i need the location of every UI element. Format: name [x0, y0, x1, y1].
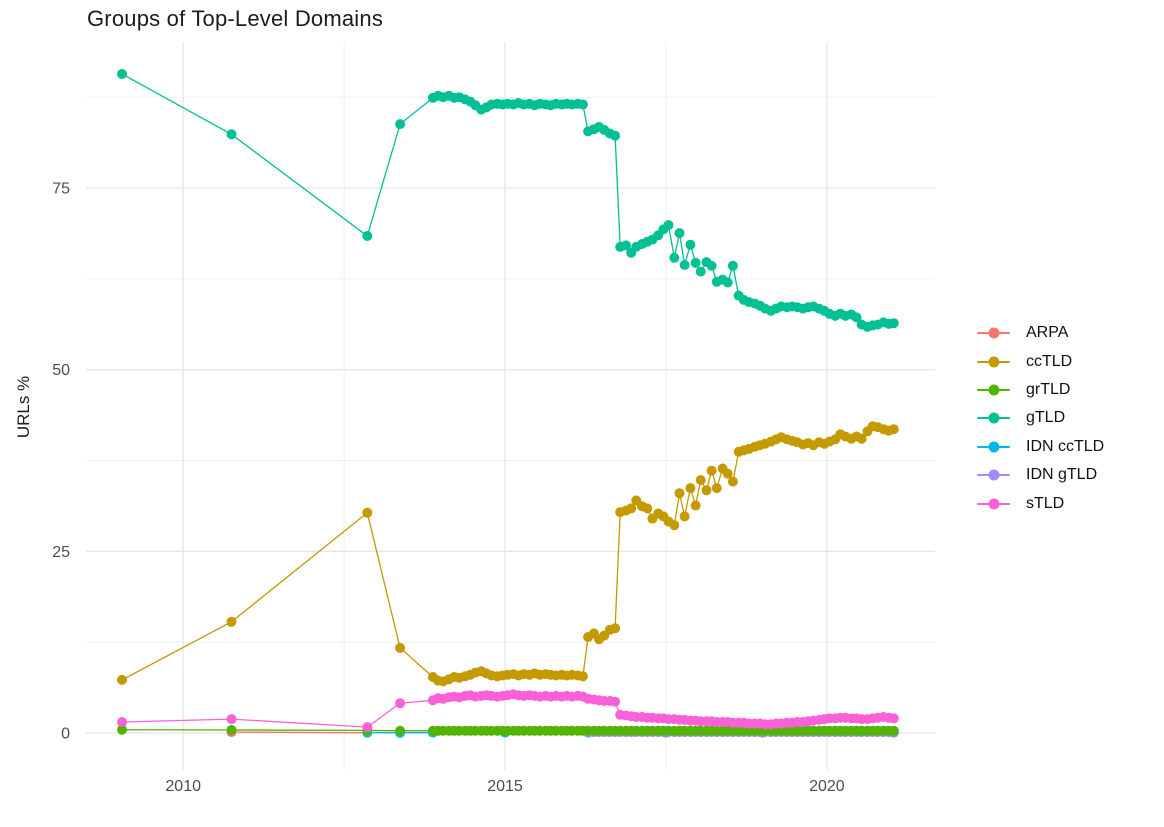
- legend-dot-swatch: [988, 356, 999, 368]
- data-point-cctld: [701, 485, 712, 496]
- y-tick-label: 75: [52, 181, 70, 198]
- data-point-cctld: [610, 623, 621, 634]
- data-point-stld: [395, 698, 406, 709]
- chart-title: Groups of Top-Level Domains: [87, 6, 384, 31]
- data-point-grtld: [117, 724, 127, 735]
- legend-item-label: IDN ccTLD: [1026, 437, 1105, 455]
- legend-item-gtld: gTLD: [977, 404, 1104, 432]
- data-point-gtld: [690, 257, 701, 268]
- legend-item-arpa: ARPA: [977, 319, 1104, 347]
- data-point-cctld: [395, 642, 406, 653]
- data-point-cctld: [695, 475, 706, 486]
- data-point-cctld: [888, 424, 899, 435]
- legend-item-label: sTLD: [1026, 494, 1065, 512]
- series-line-gtld: [121, 73, 894, 328]
- data-point-gtld: [621, 240, 631, 251]
- legend-key-icon: [977, 440, 1010, 454]
- legend: ARPA ccTLD grTLD gTLD IDN ccTLD IDN gTLD sTLD: [977, 319, 1104, 518]
- legend-key-icon: [977, 497, 1010, 511]
- series-line-cctld: [121, 425, 894, 683]
- series-arpa: [226, 727, 373, 738]
- legend-item-label: IDN gTLD: [1026, 466, 1098, 484]
- legend-item-label: grTLD: [1026, 380, 1071, 398]
- data-point-grtld: [395, 725, 406, 736]
- data-point-gtld: [226, 129, 237, 140]
- data-point-gtld: [727, 260, 738, 271]
- legend-item-idn-cctld: IDN ccTLD: [977, 433, 1104, 461]
- legend-dot-swatch: [988, 498, 999, 510]
- series-cctld: [117, 421, 899, 687]
- data-point-stld: [117, 717, 127, 727]
- data-point-gtld: [610, 130, 621, 141]
- data-point-gtld: [685, 239, 696, 250]
- data-point-cctld: [685, 483, 696, 494]
- data-point-gtld: [722, 277, 733, 288]
- data-point-cctld: [117, 674, 127, 685]
- data-point-gtld: [695, 266, 706, 277]
- legend-item-cctld: ccTLD: [977, 347, 1104, 375]
- x-tick-label: 2010: [165, 778, 201, 795]
- data-point-gtld: [395, 119, 406, 130]
- data-point-gtld: [674, 228, 685, 239]
- data-point-cctld: [722, 468, 733, 479]
- legend-key-icon: [977, 326, 1010, 340]
- series-stld: [117, 689, 899, 733]
- data-point-gtld: [679, 260, 690, 270]
- y-tick-label: 50: [52, 362, 70, 379]
- legend-key-icon: [977, 468, 1010, 482]
- legend-key-icon: [977, 411, 1010, 425]
- series-line-arpa: [231, 731, 368, 734]
- data-point-stld: [610, 696, 621, 707]
- data-point-cctld: [226, 616, 237, 627]
- data-point-stld: [362, 722, 373, 733]
- y-tick-label: 25: [52, 544, 70, 561]
- data-point-cctld: [711, 483, 722, 494]
- legend-dot-swatch: [988, 441, 999, 453]
- data-point-gtld: [888, 318, 899, 329]
- legend-dot-swatch: [988, 384, 999, 396]
- series-gtld: [117, 69, 899, 332]
- data-point-stld: [888, 713, 899, 724]
- data-point-gtld: [663, 220, 674, 231]
- data-point-stld: [226, 714, 237, 725]
- legend-item-label: ccTLD: [1026, 352, 1073, 370]
- data-point-cctld: [727, 476, 738, 487]
- data-point-cctld: [856, 433, 867, 444]
- legend-key-icon: [977, 355, 1010, 369]
- x-tick-label: 2020: [809, 778, 845, 795]
- data-point-gtld: [851, 312, 862, 323]
- legend-dot-swatch: [988, 412, 999, 424]
- legend-dot-swatch: [988, 469, 999, 481]
- data-point-cctld: [626, 503, 637, 514]
- data-point-cctld: [690, 500, 701, 511]
- data-point-gtld: [669, 252, 680, 263]
- data-point-grtld: [226, 725, 237, 735]
- data-point-gtld: [117, 69, 127, 79]
- y-tick-label: 0: [61, 725, 70, 742]
- data-point-cctld: [674, 488, 685, 499]
- legend-item-label: gTLD: [1026, 409, 1066, 427]
- legend-item-stld: sTLD: [977, 489, 1104, 517]
- data-point-cctld: [577, 671, 588, 682]
- legend-key-icon: [977, 383, 1010, 397]
- legend-item-grtld: grTLD: [977, 376, 1104, 404]
- data-point-cctld: [362, 507, 373, 518]
- legend-item-idn-gtld: IDN gTLD: [977, 461, 1104, 489]
- data-point-cctld: [669, 520, 680, 531]
- legend-dot-swatch: [988, 327, 999, 339]
- data-point-cctld: [642, 503, 653, 514]
- x-tick-label: 2015: [487, 778, 523, 795]
- data-point-gtld: [706, 260, 717, 271]
- data-point-grtld: [888, 725, 899, 736]
- y-axis-title: URLs %: [14, 375, 33, 439]
- data-point-cctld: [679, 511, 690, 522]
- legend-item-label: ARPA: [1026, 324, 1069, 342]
- data-point-gtld: [577, 99, 588, 110]
- data-point-gtld: [362, 231, 373, 241]
- data-point-cctld: [706, 465, 717, 476]
